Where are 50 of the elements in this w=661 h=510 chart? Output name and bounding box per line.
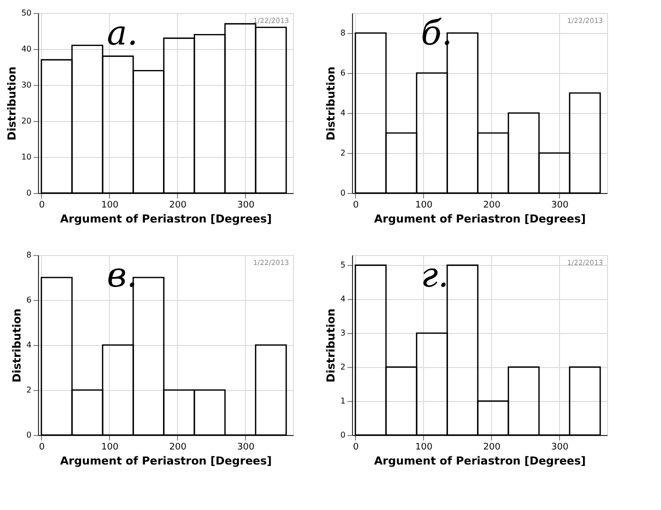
annotation: а.: [106, 14, 138, 54]
y-tick-label: 3: [340, 328, 346, 338]
y-tick-label: 8: [26, 250, 32, 260]
y-tick-label: 0: [26, 430, 32, 440]
x-axis-title: Argument of Periastron [Degrees]: [60, 212, 272, 226]
y-tick-label: 2: [340, 148, 346, 158]
y-tick-label: 4: [340, 294, 346, 304]
x-tick-label: 100: [101, 200, 119, 210]
y-tick-label: 0: [340, 430, 346, 440]
x-tick-label: 100: [415, 200, 433, 210]
x-axis-title: Argument of Periastron [Degrees]: [374, 212, 586, 226]
y-tick-label: 4: [26, 340, 32, 350]
y-tick-label: 10: [21, 152, 32, 162]
y-tick-label: 30: [21, 80, 32, 90]
x-tick-label: 200: [483, 200, 501, 210]
x-tick-label: 0: [39, 442, 46, 452]
y-axis-title: Distribution: [10, 308, 24, 383]
y-tick-label: 8: [340, 28, 346, 38]
x-tick-label: 200: [169, 200, 187, 210]
y-tick-label: 1: [340, 396, 346, 406]
y-axis-title: Distribution: [324, 66, 338, 141]
y-tick-label: 0: [26, 188, 32, 198]
x-tick-label: 0: [353, 200, 360, 210]
annotation: в.: [106, 256, 138, 296]
y-tick-label: 2: [26, 386, 32, 394]
y-tick-label: 2: [340, 362, 346, 372]
annotation: г.: [420, 256, 449, 296]
x-tick-label: 300: [237, 442, 255, 452]
annotation: б.: [420, 14, 452, 54]
y-axis-title: Distribution: [324, 308, 338, 383]
x-tick-label: 300: [551, 200, 569, 210]
y-tick-label: 4: [340, 108, 346, 118]
y-axis-title: Distribution: [5, 66, 18, 141]
y-tick-label: 50: [21, 8, 32, 18]
x-axis-title: Argument of Periastron [Degrees]: [374, 454, 586, 468]
y-tick-label: 6: [340, 68, 346, 78]
y-tick-label: 6: [26, 296, 32, 304]
x-tick-label: 300: [551, 442, 569, 452]
x-tick-label: 0: [39, 200, 46, 210]
x-axis-title: Argument of Periastron [Degrees]: [60, 454, 272, 468]
x-tick-label: 300: [237, 200, 255, 210]
x-tick-label: 200: [169, 442, 187, 452]
x-tick-label: 100: [101, 442, 119, 452]
y-tick-label: 40: [21, 44, 32, 54]
x-tick-label: 200: [483, 442, 501, 452]
y-tick-label: 5: [340, 260, 346, 270]
x-tick-label: 0: [353, 442, 360, 452]
y-tick-label: 20: [21, 116, 32, 126]
y-tick-label: 0: [340, 188, 346, 198]
x-tick-label: 100: [415, 442, 433, 452]
